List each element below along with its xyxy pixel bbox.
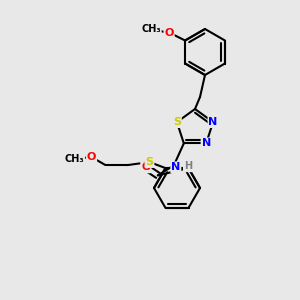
Text: N: N [171,162,181,172]
Text: S: S [146,157,154,167]
Text: O: O [141,162,151,172]
Text: O: O [164,28,174,38]
Text: S: S [173,117,181,127]
Text: CH₃: CH₃ [65,154,84,164]
Text: N: N [208,117,218,127]
Text: CH₃: CH₃ [141,25,161,34]
Text: N: N [202,138,211,148]
Text: H: H [184,161,192,171]
Text: O: O [87,152,96,162]
